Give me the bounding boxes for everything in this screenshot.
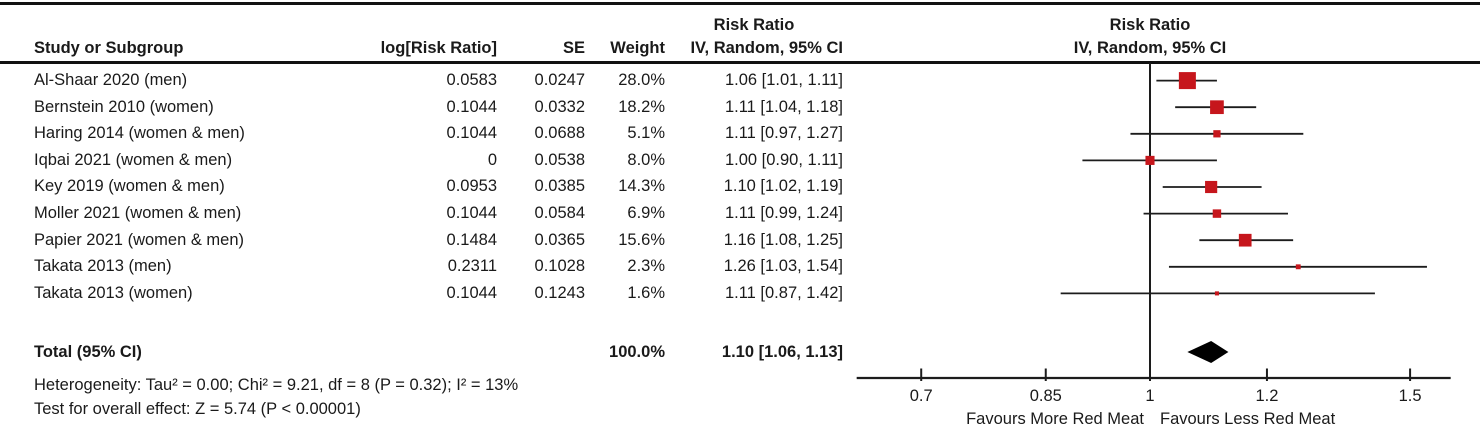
weight-cell: 5.1% <box>627 124 665 143</box>
axis-tick-label: 0.7 <box>910 387 933 405</box>
effect-marker <box>1210 100 1224 115</box>
study-name-cell: Iqbai 2021 (women & men) <box>34 150 233 169</box>
ci-cell: 1.11 [0.97, 1.27] <box>724 124 843 143</box>
column-header-study: Study or Subgroup <box>34 39 184 57</box>
overall-effect-text: Test for overall effect: Z = 5.74 (P < 0… <box>34 400 361 418</box>
total-label: Total (95% CI) <box>34 343 142 361</box>
ci-cell: 1.06 [1.01, 1.11] <box>724 71 843 89</box>
column-header-se: SE <box>562 39 585 57</box>
ci-cell: 1.11 [0.99, 1.24] <box>724 203 843 222</box>
weight-cell: 8.0% <box>627 150 665 169</box>
column-header-weight: Weight <box>610 39 665 57</box>
ci-cell: 1.26 [1.03, 1.54] <box>723 257 843 276</box>
total-spacer-2 <box>497 339 585 366</box>
se-cell: 0.0385 <box>534 177 585 196</box>
study-name-cell: Haring 2014 (women & men) <box>34 124 245 143</box>
study-name-cell: Takata 2013 (women) <box>34 283 193 302</box>
effect-marker <box>1178 72 1196 90</box>
heterogeneity-text: Heterogeneity: Tau² = 0.00; Chi² = 9.21,… <box>34 376 519 394</box>
summary-diamond <box>1187 341 1229 363</box>
study-name-cell: Papier 2021 (women & men) <box>34 230 245 249</box>
weight-cell: 2.3% <box>627 257 665 276</box>
se-cell: 0.1028 <box>534 257 585 276</box>
weight-cell: 15.6% <box>618 230 665 249</box>
ci-cell: 1.11 [0.87, 1.42] <box>724 283 843 302</box>
total-ci: 1.10 [1.06, 1.13] <box>721 343 843 361</box>
column-header-logrr: log[Risk Ratio] <box>380 39 497 57</box>
study-rows: Al-Shaar 2020 (men) 0.0583 0.0247 28.0% … <box>34 67 843 306</box>
favours-left-label: Favours More Red Meat <box>966 410 1144 428</box>
study-name-cell: Takata 2013 (men) <box>34 257 172 276</box>
weight-cell: 28.0% <box>618 71 665 89</box>
top-rule <box>0 2 1480 5</box>
study-name-cell: Moller 2021 (women & men) <box>34 203 242 222</box>
logrr-cell: 0.1484 <box>446 230 497 249</box>
axis-tick-label: 0.85 <box>1030 387 1062 405</box>
logrr-cell: 0.1044 <box>446 124 497 143</box>
se-cell: 0.1243 <box>534 283 585 302</box>
ci-column-header-line2: IV, Random, 95% CI <box>690 39 843 57</box>
study-name-cell: Bernstein 2010 (women) <box>34 97 214 116</box>
se-cell: 0.0365 <box>534 230 585 249</box>
ci-cell: 1.10 [1.02, 1.19] <box>723 177 843 196</box>
weight-cell: 6.9% <box>627 203 665 222</box>
effect-marker <box>1214 291 1219 296</box>
total-row: Total (95% CI) 100.0% 1.10 [1.06, 1.13] <box>34 339 843 366</box>
logrr-cell: 0.1044 <box>446 97 497 116</box>
axis-tick-label: 1 <box>1145 387 1154 405</box>
effect-marker <box>1295 264 1301 270</box>
logrr-cell: 0.0953 <box>446 177 497 196</box>
total-spacer-1 <box>334 339 497 366</box>
plot-header-line2: IV, Random, 95% CI <box>1073 39 1227 57</box>
logrr-cell: 0 <box>487 150 497 169</box>
logrr-cell: 0.0583 <box>446 71 497 89</box>
header-underline <box>0 61 1480 64</box>
se-cell: 0.0688 <box>534 124 585 143</box>
logrr-cell: 0.1044 <box>446 203 497 222</box>
se-cell: 0.0538 <box>534 150 585 169</box>
ci-cell: 1.11 [1.04, 1.18] <box>724 97 843 116</box>
logrr-cell: 0.2311 <box>447 257 497 276</box>
logrr-cell: 0.1044 <box>446 283 497 302</box>
weight-cell: 14.3% <box>618 177 665 196</box>
effect-marker <box>1238 233 1252 247</box>
effect-marker <box>1205 180 1218 194</box>
weight-cell: 18.2% <box>618 97 665 116</box>
total-weight: 100.0% <box>609 343 665 361</box>
se-cell: 0.0584 <box>534 203 585 222</box>
effect-marker <box>1213 130 1221 138</box>
ci-cell: 1.00 [0.90, 1.11] <box>724 150 843 169</box>
effect-marker <box>1145 155 1155 165</box>
se-cell: 0.0332 <box>534 97 585 116</box>
axis-tick-label: 1.2 <box>1255 387 1278 405</box>
study-name-cell: Key 2019 (women & men) <box>34 177 225 196</box>
effect-marker <box>1212 209 1222 218</box>
axis-tick-label: 1.5 <box>1399 387 1422 405</box>
ci-cell: 1.16 [1.08, 1.25] <box>723 230 843 249</box>
plot-header-line1: Risk Ratio <box>1109 16 1191 34</box>
weight-cell: 1.6% <box>627 283 665 302</box>
study-name-cell: Al-Shaar 2020 (men) <box>34 71 188 89</box>
ci-column-header-line1: Risk Ratio <box>713 16 795 34</box>
favours-right-label: Favours Less Red Meat <box>1160 410 1336 428</box>
se-cell: 0.0247 <box>534 71 585 89</box>
